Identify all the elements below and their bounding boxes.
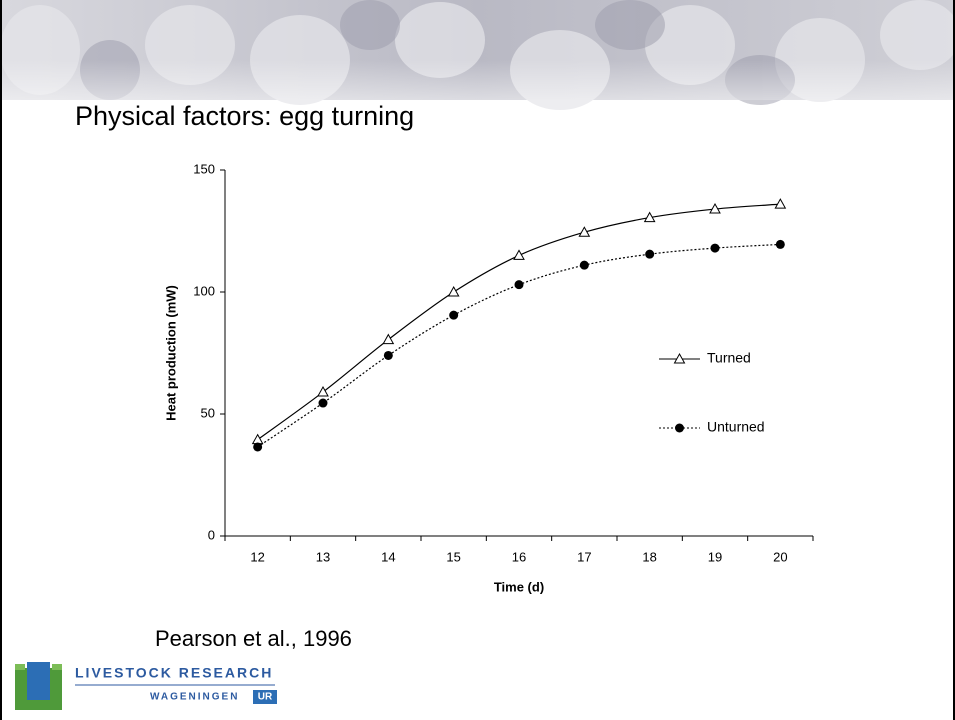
x-tick-label: 14 (381, 549, 395, 564)
logo: LIVESTOCK RESEARCH WAGENINGEN UR (15, 662, 277, 710)
data-point (513, 249, 525, 260)
logo-text: LIVESTOCK RESEARCH (75, 665, 273, 681)
y-tick-label: 0 (208, 527, 215, 542)
legend-label: Unturned (707, 419, 765, 435)
banner (0, 0, 955, 110)
citation: Pearson et al., 1996 (155, 626, 352, 651)
data-point (449, 310, 459, 320)
x-tick-label: 18 (642, 549, 656, 564)
data-point (253, 442, 263, 452)
y-axis-label: Heat production (mW) (163, 285, 178, 421)
x-axis-label: Time (d) (494, 579, 544, 594)
x-tick-label: 15 (446, 549, 460, 564)
y-tick-label: 100 (193, 283, 215, 298)
x-tick-label: 20 (773, 549, 787, 564)
data-point (710, 243, 720, 253)
y-tick-label: 50 (201, 405, 215, 420)
legend-marker (673, 352, 686, 364)
logo-text: WAGENINGEN (150, 692, 239, 703)
data-point (447, 285, 460, 297)
data-point (774, 198, 787, 209)
x-tick-label: 12 (250, 549, 264, 564)
data-point (383, 350, 393, 360)
x-tick-label: 16 (512, 549, 526, 564)
data-point (579, 260, 589, 270)
data-point (775, 239, 785, 249)
legend-marker (675, 423, 684, 433)
x-tick-label: 13 (316, 549, 330, 564)
data-point (643, 211, 656, 223)
series-line (257, 243, 781, 448)
plot: 0 50 100 150 12 13 14 15 16 17 18 19 20 Turned Unturne… (193, 161, 814, 564)
data-point (318, 398, 328, 408)
data-point (514, 280, 524, 290)
x-tick-label: 17 (577, 549, 591, 564)
y-tick-label: 150 (193, 161, 215, 176)
data-point (645, 249, 655, 259)
slide-title: Physical factors: egg turning (75, 101, 414, 131)
legend-label: Turned (707, 350, 751, 366)
series-line (257, 203, 781, 441)
data-point (382, 333, 395, 345)
logo-badge: UR (258, 692, 273, 703)
data-point (317, 386, 329, 397)
data-point (709, 203, 721, 214)
data-point (578, 226, 591, 237)
x-tick-label: 19 (708, 549, 722, 564)
data-point (251, 433, 264, 445)
